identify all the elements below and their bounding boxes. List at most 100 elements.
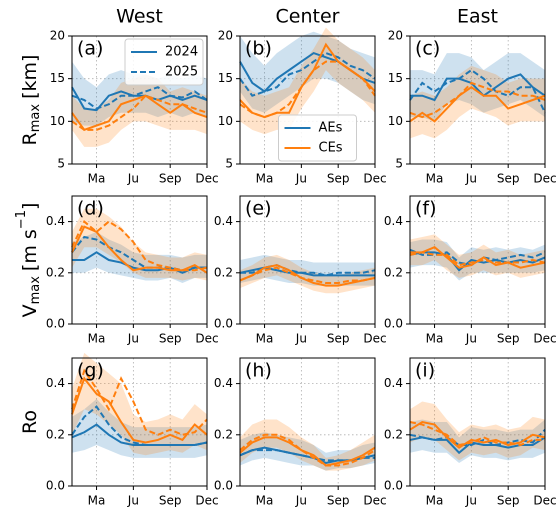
x-tick-label: Dec [363,494,386,508]
y-axis-label-part: max [28,276,43,305]
y-tick-label: 0.4 [384,376,403,390]
y-tick-label: 5 [57,157,65,171]
x-tick-label: Sep [497,332,520,346]
x-tick-label: Ma [426,494,444,508]
y-tick-label: 0.0 [214,479,233,493]
x-tick-label: Ju [465,332,477,346]
panel-label: (c) [415,38,440,60]
axes-frame [239,357,376,487]
series-line [409,251,546,267]
x-tick-label: Sep [159,494,182,508]
panel-label: (b) [245,38,272,60]
series-line [239,42,376,119]
spread-band [72,208,207,281]
x-tick-label: Dec [195,332,218,346]
x-tick-label: Sep [159,172,182,186]
x-tick-label: Ma [256,172,274,186]
series-line [239,266,376,285]
series-line [71,86,208,112]
y-tick-label: 0.0 [384,479,403,493]
x-tick-label: Sep [327,172,350,186]
series-line [71,94,208,131]
column-title: East [457,6,498,28]
spread-band [410,401,545,461]
x-tick-label: Sep [159,332,182,346]
y-axis-label: Rmax [km] [19,55,43,146]
spread-band [410,65,545,139]
panel-label: (g) [77,360,104,382]
y-tick-label: 0.2 [46,265,65,279]
spread-band [240,254,375,286]
x-tick-label: Ju [295,494,307,508]
y-axis-label-part: max [28,104,43,133]
x-tick-label: Dec [363,172,386,186]
panel: 0.0 0.2 0.4 Ma Ju Sep Dec (g) Ro [19,352,219,508]
legend-box [124,38,204,86]
panel: 5 10 15 20 Ma Ju Sep Dec (c) East [388,6,557,186]
spread-band [72,398,207,458]
y-axis-label-part: ] [19,203,41,210]
x-tick-label: Ma [256,494,274,508]
column-title: Center [276,6,340,28]
series-line [409,420,546,449]
y-axis-label-part: R [19,132,41,145]
x-tick-label: Ju [127,494,139,508]
y-axis-label-part: V [19,304,41,317]
spread-band [410,239,545,281]
y-tick-label: 0.4 [214,214,233,228]
x-tick-label: Ju [127,332,139,346]
series-line [410,73,546,102]
panel: 5 10 15 20 Ma Ju Sep Dec (a) West Rmax [km] 2024 2025 [19,6,219,186]
y-axis-label-part: Ro [19,410,41,434]
y-tick-label: 0.2 [46,427,65,441]
series-line [239,433,376,467]
x-tick-label: Ma [426,332,444,346]
y-tick-label: 0.2 [214,265,233,279]
y-tick-label: 0.4 [46,376,65,390]
spread-band [72,352,207,456]
series-line [71,376,208,444]
x-tick-label: Ju [295,332,307,346]
y-axis-label-part: [m s [19,229,41,271]
x-tick-label: Ju [465,494,477,508]
axes-frame [71,357,208,487]
spread-band [240,419,375,471]
y-tick-label: 0.2 [214,427,233,441]
y-tick-label: 10 [50,114,65,128]
x-tick-label: Ma [256,332,274,346]
x-tick-label: Dec [195,172,218,186]
panel: 0.0 0.2 0.4 Ma Ju Sep Dec (f) [384,195,557,346]
panel: 0.0 0.2 0.4 Ma Ju Sep Dec (i) [384,357,557,508]
series-line [409,81,546,119]
y-tick-label: 20 [50,29,65,43]
x-tick-label: Ma [88,172,106,186]
x-tick-label: Dec [533,172,556,186]
panel-label: (f) [415,198,437,220]
y-tick-label: 15 [388,71,403,85]
legend-label: 2025 [165,65,198,80]
panel-label: (i) [415,360,435,382]
panel-label: (h) [245,360,272,382]
panel: 5 10 15 20 Ma Ju Sep Dec (b)Center AEs CEs [218,6,387,186]
legend-label: 2024 [165,45,198,60]
x-tick-label: Ma [88,494,106,508]
series-line [409,421,545,447]
y-axis-label: Ro [19,410,41,434]
panel-label: (a) [77,38,103,60]
y-tick-label: 5 [395,157,403,171]
x-tick-label: Ju [295,172,307,186]
panel-label: (d) [77,198,104,220]
panel: 0.0 0.2 0.4 Ma Ju Sep Dec (e) [214,195,387,346]
y-tick-label: 0.4 [46,214,65,228]
y-tick-label: 10 [388,114,403,128]
axes-frame [409,195,546,325]
axes-frame [71,35,208,165]
y-tick-label: 0.4 [384,214,403,228]
x-tick-label: Ma [88,332,106,346]
y-tick-label: 0.0 [46,317,65,331]
legend-label: AEs [319,121,343,136]
axes-frame [409,357,546,487]
spread-band [240,27,375,135]
y-axis-label-part: −1 [14,210,29,229]
